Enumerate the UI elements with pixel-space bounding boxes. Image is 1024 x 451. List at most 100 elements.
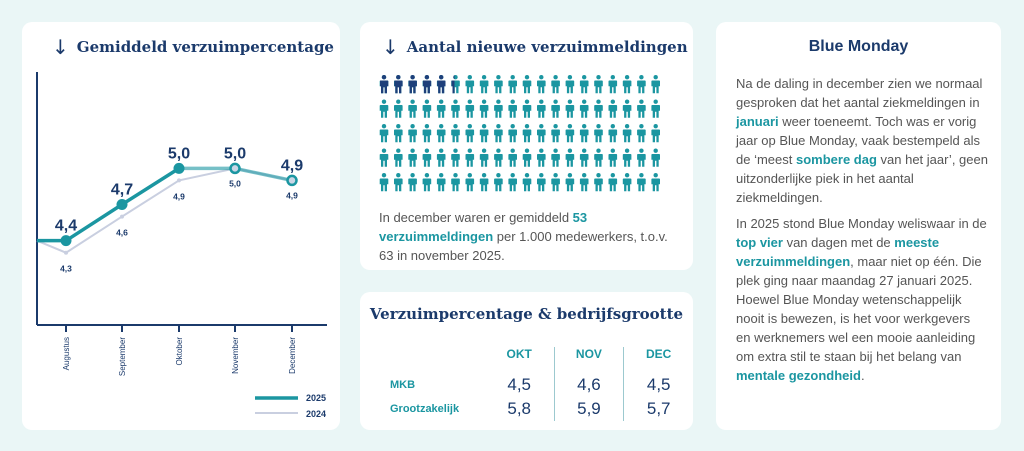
person-head <box>424 173 430 178</box>
line-chart: Augustus September Oktober November December… <box>36 72 327 419</box>
person-icon <box>408 99 417 118</box>
person-head <box>524 148 530 153</box>
person-icon <box>551 99 560 118</box>
person-head <box>453 75 455 80</box>
series-2025-label: 4,4 <box>55 218 77 235</box>
person-head <box>453 99 458 104</box>
person-head <box>481 124 487 129</box>
person-icon <box>394 75 403 94</box>
table-cell: 4,5 <box>623 373 693 397</box>
person-body <box>422 178 432 192</box>
person-body <box>522 129 532 143</box>
person-head <box>396 75 401 80</box>
person-body <box>394 178 403 192</box>
person-head <box>639 173 644 178</box>
person-icon <box>608 173 618 192</box>
person-body <box>537 178 546 192</box>
person-head <box>567 124 573 129</box>
person-body <box>622 178 632 192</box>
person-head <box>510 124 515 129</box>
person-body <box>637 80 646 94</box>
person-head <box>582 75 587 80</box>
person-body <box>622 80 632 94</box>
blue-monday-card: Blue Monday Na de daling in december zie… <box>716 22 1001 430</box>
person-body <box>579 105 589 118</box>
person-icon <box>494 75 503 94</box>
person-head <box>410 173 415 178</box>
person-head <box>539 75 544 80</box>
person-head <box>439 99 444 104</box>
person-body <box>522 105 532 118</box>
person-icon <box>422 75 432 94</box>
person-head <box>481 148 487 153</box>
person-icon <box>608 99 618 118</box>
person-highlight <box>408 75 417 94</box>
bedrijfsgrootte-card: Verzuimpercentage & bedrijfsgrootte OKT … <box>360 292 693 430</box>
person-body <box>379 105 389 118</box>
person-head <box>639 75 644 80</box>
person-head <box>381 148 387 153</box>
table-row: Grootzakelijk 5,8 5,9 5,7 <box>390 397 693 421</box>
series-2025-point <box>173 162 185 174</box>
text: , maar niet op één. Die plek ging naar m… <box>736 254 982 364</box>
person-body <box>551 80 560 94</box>
person-head <box>639 148 644 153</box>
series-2025-point <box>60 235 72 247</box>
person-head <box>467 99 472 104</box>
person-body <box>508 129 517 143</box>
person-head <box>610 75 615 80</box>
person-head <box>582 148 587 153</box>
person-icon <box>651 124 660 143</box>
person-highlight <box>394 75 403 94</box>
person-icon <box>622 99 632 118</box>
person-head <box>467 148 472 153</box>
person-head <box>410 75 415 80</box>
person-body <box>565 178 575 192</box>
person-icon <box>608 124 618 143</box>
person-body <box>622 105 632 118</box>
person-body <box>622 129 632 143</box>
person-body <box>494 105 503 118</box>
person-body <box>494 80 503 94</box>
person-body <box>465 178 475 192</box>
person-body <box>380 80 389 94</box>
person-body <box>651 80 660 94</box>
person-head <box>624 148 630 153</box>
person-head <box>381 99 387 104</box>
blue-monday-paragraph-2: In 2025 stond Blue Monday weliswaar in d… <box>736 214 988 385</box>
person-icon <box>594 99 603 118</box>
text: In 2025 stond Blue Monday weliswaar in d… <box>736 216 987 231</box>
person-head <box>510 75 515 80</box>
person-icon <box>379 124 389 143</box>
person-head <box>610 148 615 153</box>
person-body <box>637 154 646 167</box>
person-head <box>496 99 501 104</box>
arrow-down-icon: ↓ <box>52 35 69 59</box>
person-body <box>408 105 417 118</box>
person-head <box>496 75 501 80</box>
person-icon <box>537 99 546 118</box>
person-body <box>637 105 646 118</box>
person-icon <box>479 124 489 143</box>
person-body <box>551 178 560 192</box>
person-icon <box>451 148 460 167</box>
person-icon <box>379 148 389 167</box>
person-head <box>439 173 444 178</box>
person-head <box>524 75 530 80</box>
person-head <box>381 75 387 80</box>
series-2024-label: 4,6 <box>116 228 128 238</box>
highlight-text: meeste verzuimmeldingen <box>736 235 940 269</box>
person-head <box>624 124 630 129</box>
person-icon <box>551 148 560 167</box>
person-head <box>439 148 444 153</box>
person-head <box>596 148 601 153</box>
person-icon <box>394 124 403 143</box>
person-icon <box>651 173 660 192</box>
meldingen-title-text: Aantal nieuwe verzuimmeldingen <box>406 38 688 56</box>
legend-2025-label: 2025 <box>306 393 326 403</box>
person-icon <box>394 148 403 167</box>
person-head <box>453 124 458 129</box>
person-icon <box>579 124 589 143</box>
x-tick-label: December <box>288 337 297 374</box>
chart-title: ↓ Gemiddeld verzuimpercentage <box>52 35 334 59</box>
